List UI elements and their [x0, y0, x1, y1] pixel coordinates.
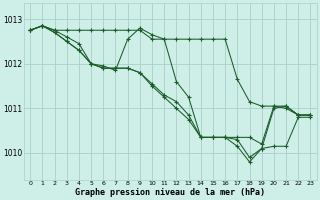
X-axis label: Graphe pression niveau de la mer (hPa): Graphe pression niveau de la mer (hPa) [75, 188, 265, 197]
